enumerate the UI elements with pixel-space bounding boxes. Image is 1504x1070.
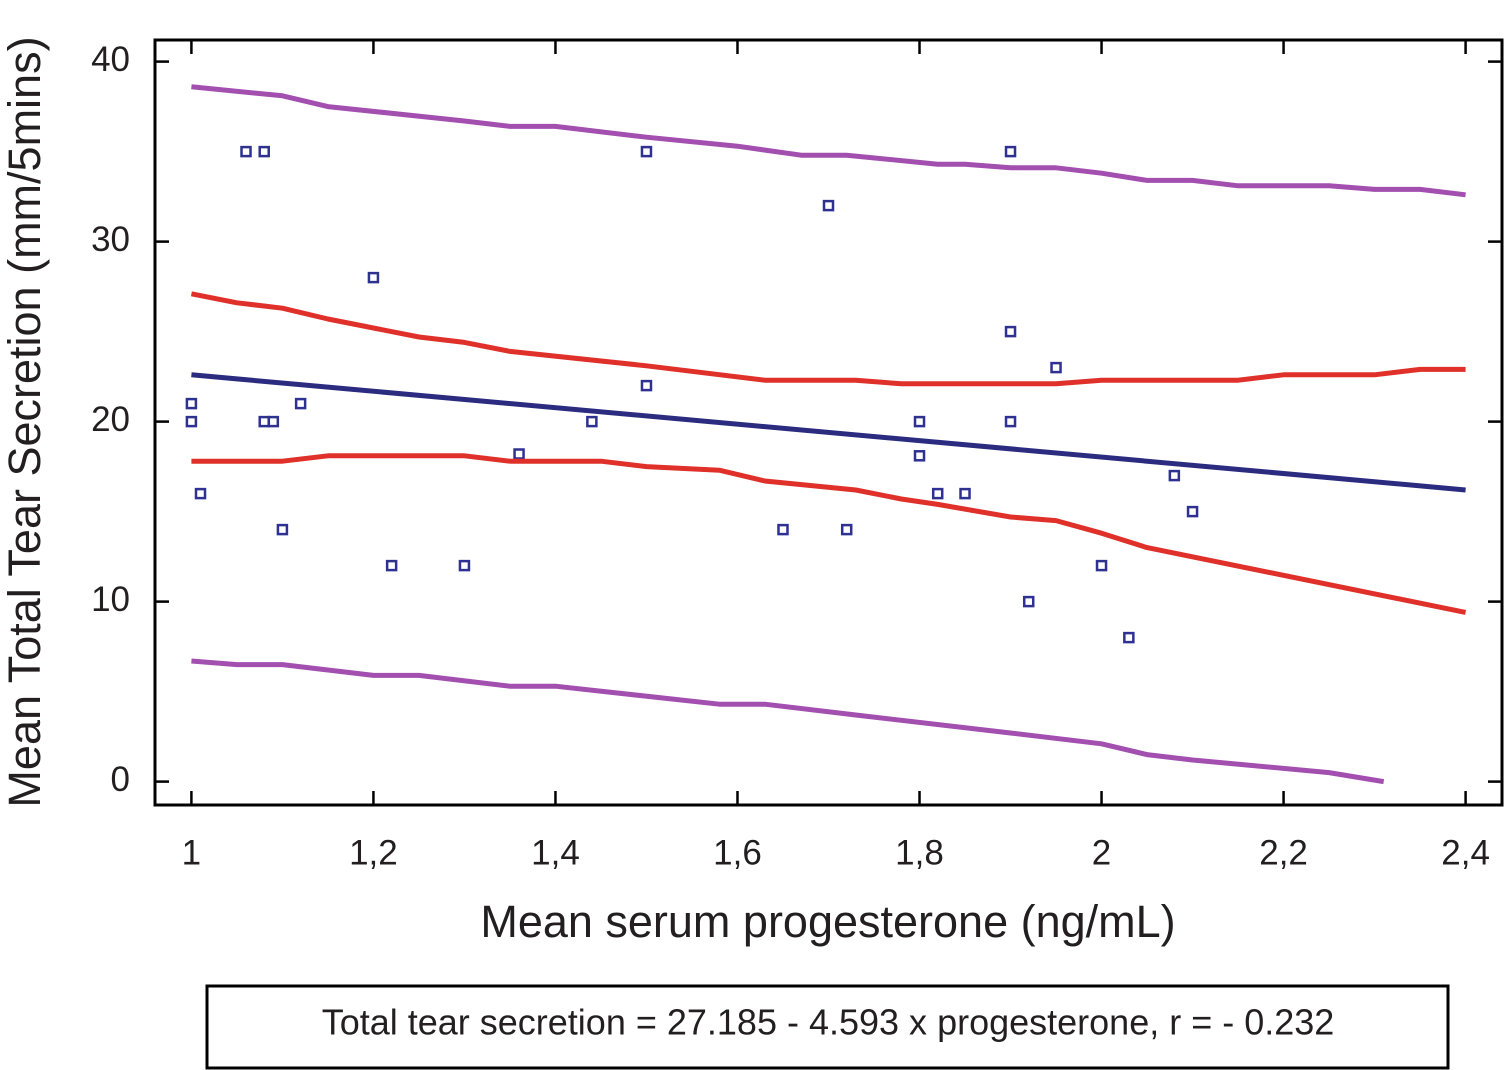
data-point: [258, 145, 270, 158]
data-point: [513, 448, 525, 460]
data-point: [276, 523, 289, 536]
data-point: [777, 523, 789, 536]
data-point: [840, 523, 853, 536]
line: [191, 453, 1467, 615]
line: [191, 372, 1466, 493]
equation-box: [205, 984, 1450, 1070]
data-point: [586, 415, 598, 428]
data-point: [240, 145, 252, 158]
data-point: [267, 415, 280, 428]
line: [191, 84, 1466, 198]
y-axis-label: Mean Total Tear Secretion (mm/5mins): [0, 36, 50, 807]
data-point: [822, 199, 835, 212]
data-point: [1095, 559, 1108, 572]
equation: Total tear secretion = 27.185 - 4.593 x …: [322, 1002, 1335, 1043]
data-point: [1186, 505, 1199, 518]
x-tick-label: 1,6: [713, 833, 762, 872]
data-point: [1004, 325, 1017, 338]
plot-frame: [153, 38, 1504, 807]
y-tick-label: 20: [91, 400, 130, 439]
x-tick-label: 2: [1092, 833, 1111, 872]
y-tick-label: 30: [91, 220, 130, 259]
x-axis-label: Mean serum progesterone (ng/mL): [480, 896, 1175, 947]
data-point: [913, 450, 926, 462]
x-tick-label: 1,8: [895, 833, 944, 872]
data-point: [931, 487, 944, 500]
data-point: [185, 397, 198, 410]
data-point: [385, 559, 398, 572]
data-point: [640, 145, 653, 158]
y-tick-label: 0: [111, 760, 130, 799]
data-point: [1168, 469, 1181, 482]
x-tick-label: 2,4: [1441, 833, 1490, 872]
line: [191, 658, 1385, 785]
y-tick-label: 10: [91, 580, 130, 619]
data-point: [294, 397, 307, 410]
data-point: [1022, 595, 1035, 608]
data-point: [1123, 631, 1135, 644]
data-point: [258, 415, 270, 428]
data-point: [458, 559, 471, 572]
data-point: [640, 379, 653, 392]
data-point: [1004, 415, 1017, 428]
data-point: [1004, 145, 1017, 158]
data-point: [367, 271, 380, 284]
line: [190, 291, 1466, 387]
x-tick-label: 2,2: [1259, 833, 1308, 872]
x-tick-label: 1,4: [531, 833, 580, 872]
data-point: [913, 415, 926, 428]
data-point: [185, 415, 198, 428]
data-point: [1050, 361, 1062, 374]
data-point: [194, 487, 207, 500]
x-tick-label: 1: [182, 833, 201, 872]
data-point: [959, 487, 971, 500]
y-tick-label: 40: [91, 40, 130, 79]
x-tick-label: 1,2: [349, 833, 398, 872]
